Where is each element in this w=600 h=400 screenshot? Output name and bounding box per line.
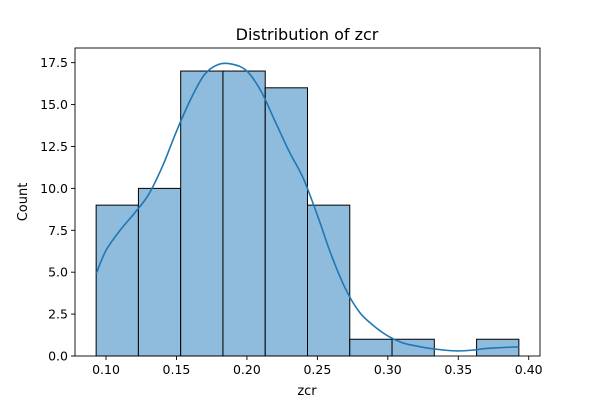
chart-title: Distribution of zcr: [236, 25, 379, 44]
histogram-bar-5: [307, 204, 351, 357]
y-tick-label: 0.0: [48, 349, 68, 364]
x-tick-label: 0.40: [515, 362, 543, 377]
x-axis-ticks: 0.10 0.15 0.20 0.25 0.30 0.35 0.40: [92, 356, 543, 377]
y-axis-ticks: 0.0 2.5 5.0 7.5 10.0 12.5 15.0 17.5: [40, 55, 75, 364]
x-tick-label: 0.35: [444, 362, 472, 377]
histogram-bar-4: [264, 87, 308, 357]
histogram-bar-3: [222, 70, 266, 357]
y-tick-label: 17.5: [40, 55, 68, 70]
histogram-bar-6: [349, 338, 393, 357]
histogram-bars: [95, 70, 520, 357]
histogram-bar-1: [137, 187, 182, 357]
plot-frame: [74, 47, 541, 357]
y-axis-label: Count: [16, 183, 31, 222]
x-tick-label: 0.30: [374, 362, 402, 377]
y-tick-label: 10.0: [40, 181, 68, 196]
y-tick-label: 2.5: [48, 307, 68, 322]
x-tick-label: 0.20: [233, 362, 261, 377]
x-tick-label: 0.25: [303, 362, 331, 377]
histogram-bar-2: [180, 70, 224, 357]
y-tick-label: 15.0: [40, 97, 68, 112]
y-tick-label: 5.0: [48, 265, 68, 280]
histogram-bar-0: [95, 204, 139, 357]
y-tick-label: 7.5: [48, 223, 68, 238]
y-tick-label: 12.5: [40, 139, 68, 154]
kde-curve: [95, 62, 519, 352]
x-tick-label: 0.10: [92, 362, 120, 377]
x-axis-label: zcr: [297, 384, 317, 399]
x-tick-label: 0.15: [163, 362, 191, 377]
